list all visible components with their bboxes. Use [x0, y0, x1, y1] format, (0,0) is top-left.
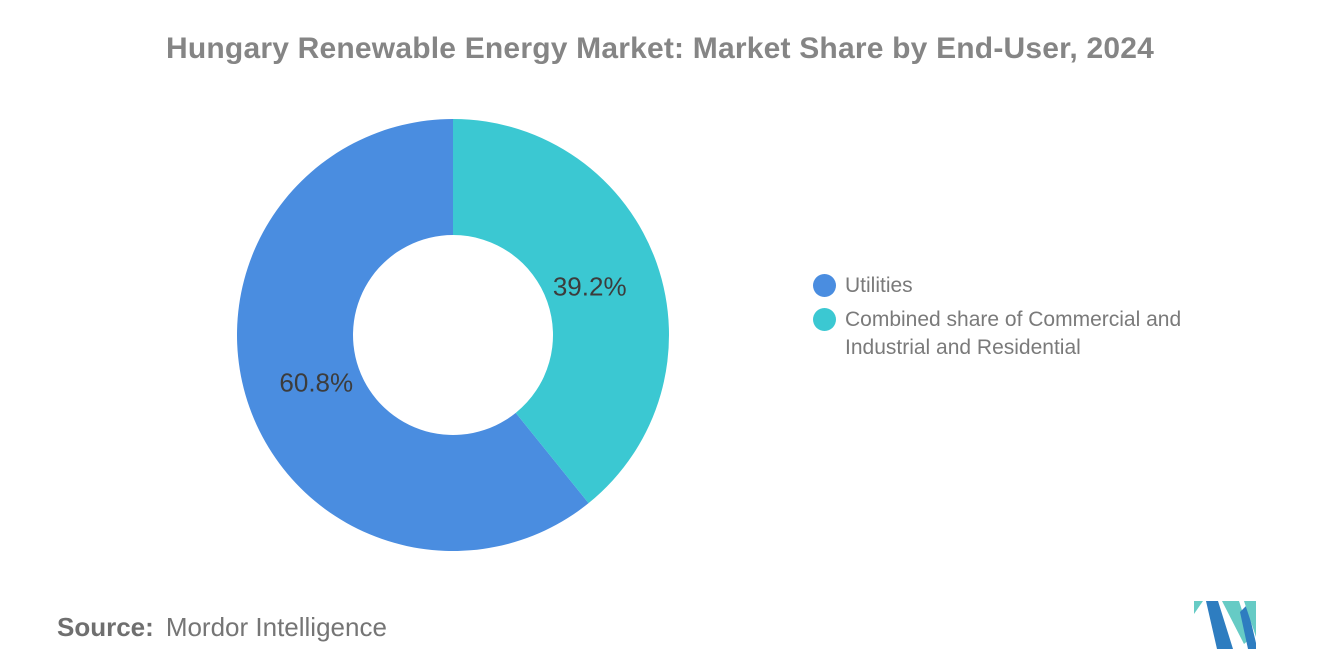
donut-chart: 60.8% 39.2% — [233, 115, 673, 555]
legend-label: Utilities — [845, 274, 913, 297]
mordor-intelligence-logo — [1194, 601, 1256, 649]
slice-value-label-1: 39.2% — [552, 271, 627, 302]
source-value: Mordor Intelligence — [165, 612, 387, 642]
slice-value-label-0: 60.8% — [279, 367, 354, 398]
legend-marker-icon — [813, 308, 836, 331]
source-label: Source: — [57, 612, 154, 642]
donut-slice-0[interactable] — [237, 119, 589, 551]
legend-label: Combined share of Commercial and Industr… — [845, 308, 1182, 359]
chart-title: Hungary Renewable Energy Market: Market … — [166, 32, 1154, 65]
donut-slice-1[interactable] — [453, 119, 670, 504]
legend-item-0[interactable]: Utilities — [813, 272, 1217, 300]
donut-chart-svg — [237, 119, 670, 551]
mordor-logo-m-icon — [1194, 601, 1256, 649]
source-line: Source: Mordor Intelligence — [57, 612, 387, 643]
legend: Utilities Combined share of Commercial an… — [813, 272, 1217, 362]
legend-marker-icon — [813, 274, 836, 297]
legend-item-1[interactable]: Combined share of Commercial and Industr… — [813, 306, 1217, 362]
